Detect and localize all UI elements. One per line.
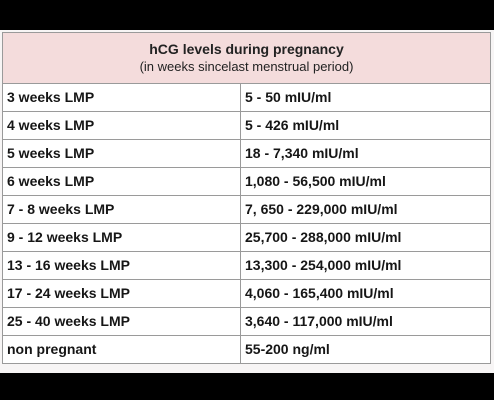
level-cell: 13,300 - 254,000 mIU/ml	[240, 251, 491, 280]
table-row: 4 weeks LMP 5 - 426 mIU/ml	[2, 111, 491, 140]
table-row: 7 - 8 weeks LMP 7, 650 - 229,000 mIU/ml	[2, 195, 491, 224]
level-cell: 25,700 - 288,000 mIU/ml	[240, 223, 491, 252]
period-cell: 17 - 24 weeks LMP	[2, 279, 241, 308]
table-row: 9 - 12 weeks LMP 25,700 - 288,000 mIU/ml	[2, 223, 491, 252]
period-cell: 4 weeks LMP	[2, 111, 241, 140]
level-cell: 3,640 - 117,000 mIU/ml	[240, 307, 491, 336]
period-cell: 3 weeks LMP	[2, 83, 241, 112]
period-cell: non pregnant	[2, 335, 241, 364]
level-cell: 5 - 50 mIU/ml	[240, 83, 491, 112]
period-cell: 7 - 8 weeks LMP	[2, 195, 241, 224]
level-cell: 55-200 ng/ml	[240, 335, 491, 364]
level-cell: 1,080 - 56,500 mIU/ml	[240, 167, 491, 196]
table-subtitle: (in weeks sincelast menstrual period)	[139, 59, 354, 74]
period-cell: 5 weeks LMP	[2, 139, 241, 168]
level-cell: 7, 650 - 229,000 mIU/ml	[240, 195, 491, 224]
level-cell: 5 - 426 mIU/ml	[240, 111, 491, 140]
table-row: 17 - 24 weeks LMP 4,060 - 165,400 mIU/ml	[2, 279, 491, 308]
table-row: non pregnant 55-200 ng/ml	[2, 335, 491, 364]
level-cell: 18 - 7,340 mIU/ml	[240, 139, 491, 168]
table-row: 6 weeks LMP 1,080 - 56,500 mIU/ml	[2, 167, 491, 196]
hcg-levels-table: hCG levels during pregnancy (in weeks si…	[2, 32, 491, 364]
period-cell: 6 weeks LMP	[2, 167, 241, 196]
table-row: 13 - 16 weeks LMP 13,300 - 254,000 mIU/m…	[2, 251, 491, 280]
level-cell: 4,060 - 165,400 mIU/ml	[240, 279, 491, 308]
period-cell: 13 - 16 weeks LMP	[2, 251, 241, 280]
table-row: 5 weeks LMP 18 - 7,340 mIU/ml	[2, 139, 491, 168]
table-row: 3 weeks LMP 5 - 50 mIU/ml	[2, 83, 491, 112]
table-header-row: hCG levels during pregnancy (in weeks si…	[2, 32, 491, 84]
period-cell: 25 - 40 weeks LMP	[2, 307, 241, 336]
document-frame: hCG levels during pregnancy (in weeks si…	[0, 30, 494, 373]
table-title: hCG levels during pregnancy	[149, 41, 344, 57]
table-row: 25 - 40 weeks LMP 3,640 - 117,000 mIU/ml	[2, 307, 491, 336]
table-header: hCG levels during pregnancy (in weeks si…	[2, 32, 491, 84]
period-cell: 9 - 12 weeks LMP	[2, 223, 241, 252]
